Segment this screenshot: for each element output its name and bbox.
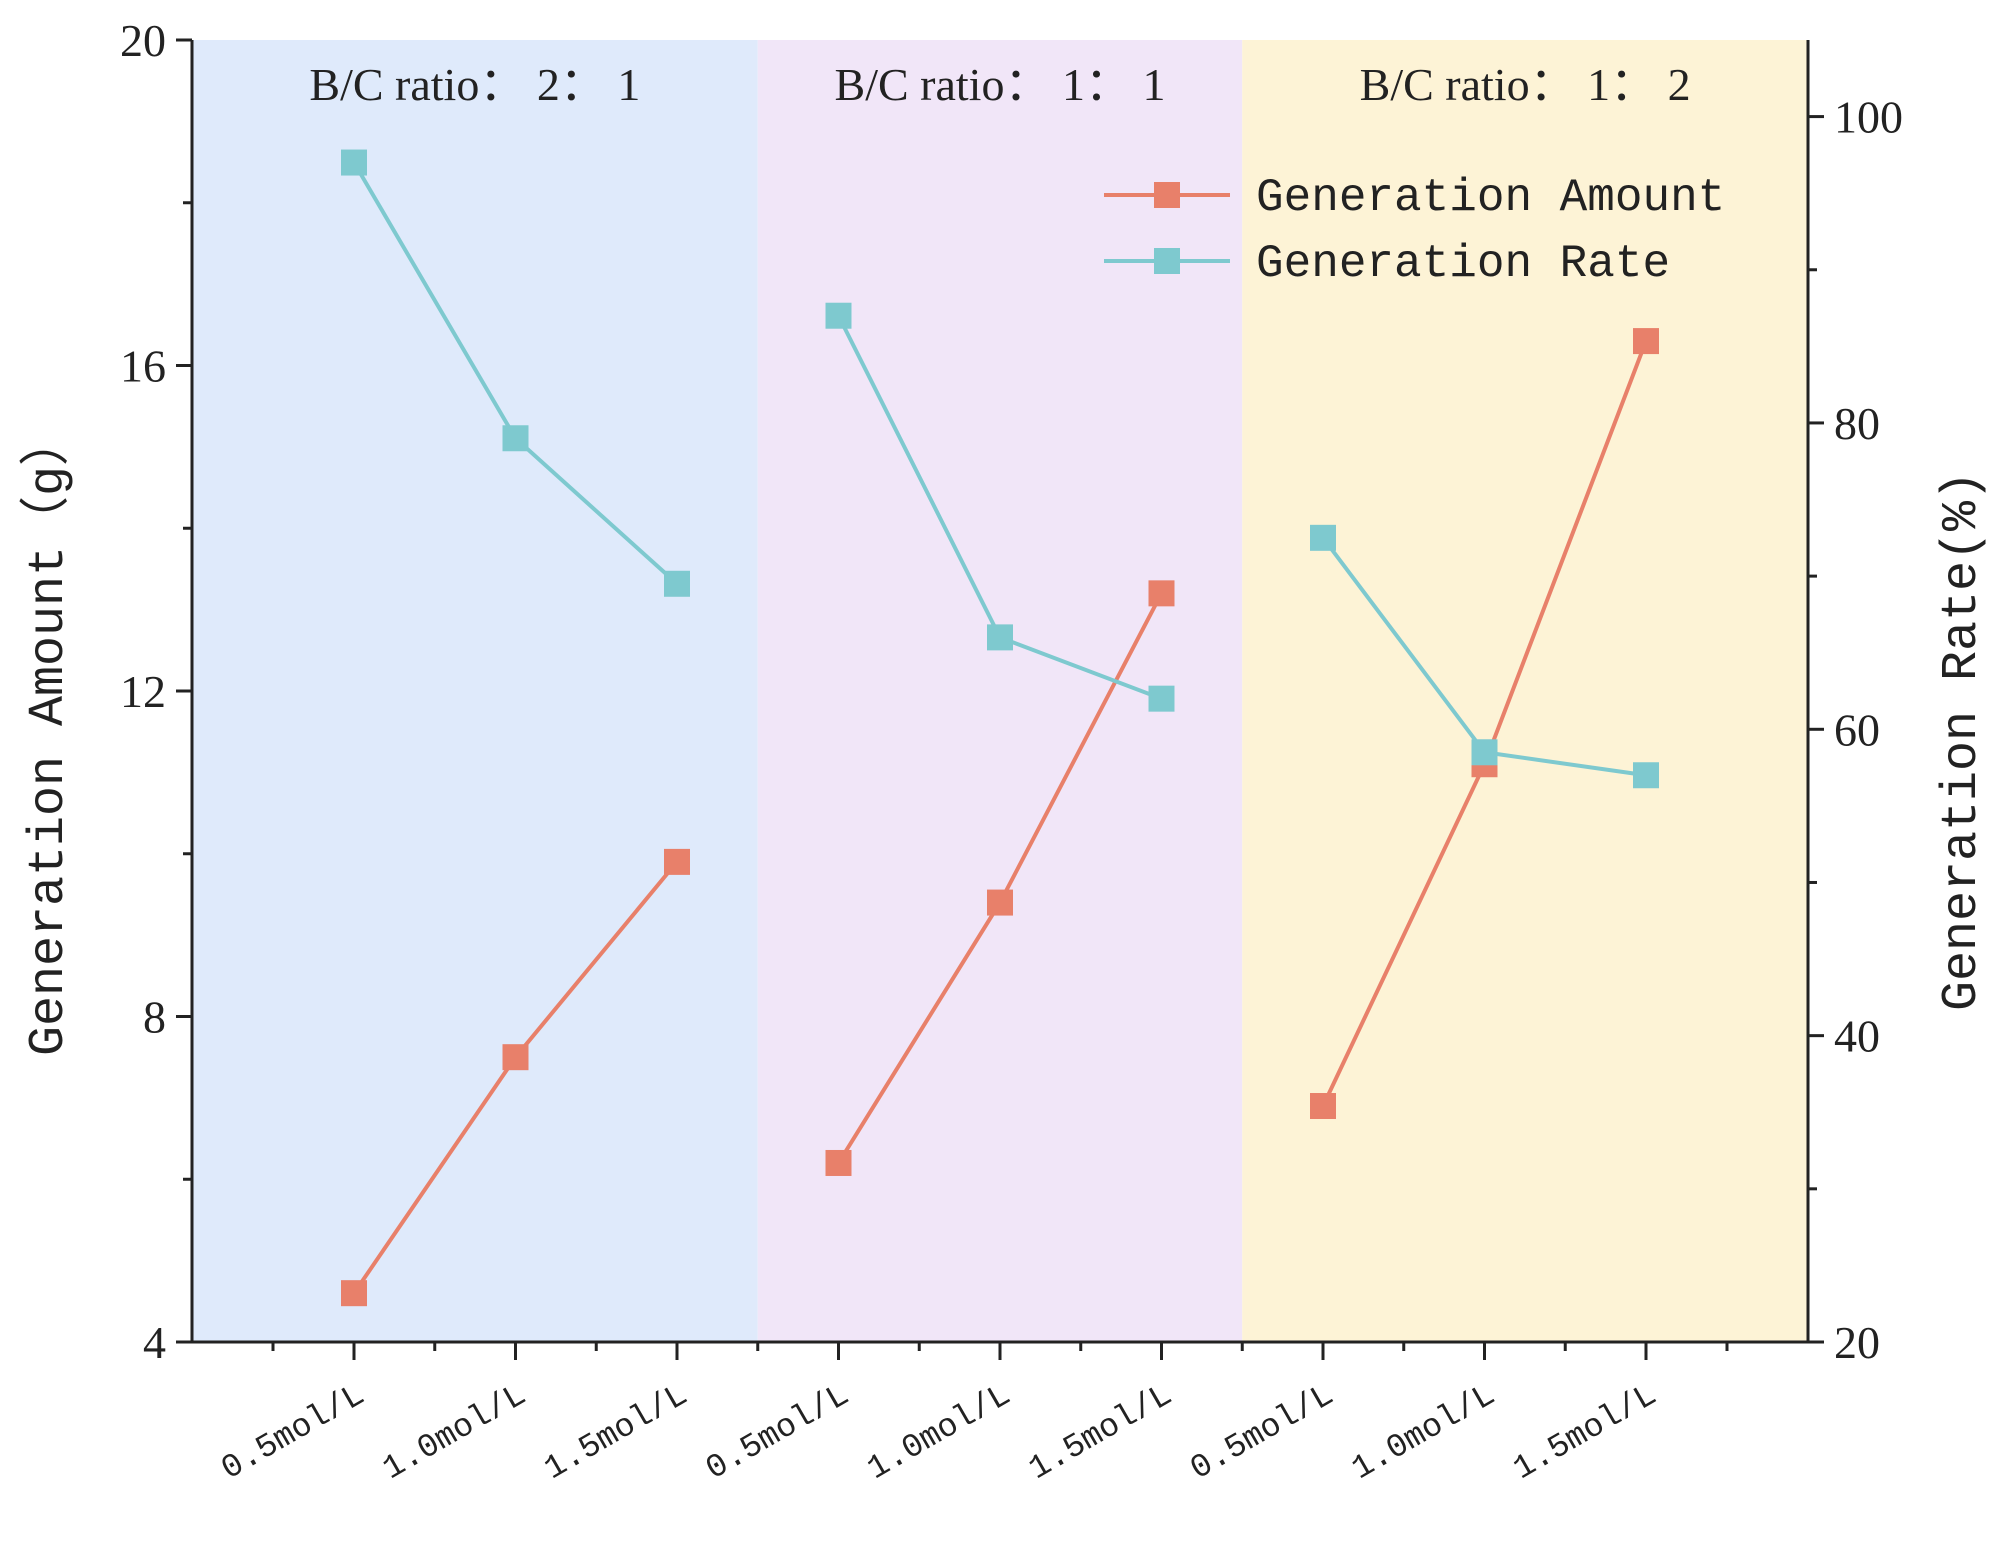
group-backgrounds <box>192 40 1808 1342</box>
x-tick-label-9: 1.5mol/L <box>1507 1377 1663 1488</box>
legend-label-generation-amount: Generation Amount <box>1256 172 1725 224</box>
generation-amount-point-6 <box>1148 580 1175 607</box>
series <box>341 149 1659 1307</box>
left-tick-label-4: 16 <box>120 341 166 392</box>
x-tick-label-5: 1.0mol/L <box>861 1377 1017 1488</box>
x-tick-label-2: 1.0mol/L <box>377 1377 533 1488</box>
x-tick-label-8: 1.0mol/L <box>1346 1377 1502 1488</box>
right-tick-label-1: 20 <box>1834 1317 1880 1368</box>
group-label-2: B/C ratio： 1： 1 <box>835 59 1166 110</box>
group-label-1: B/C ratio： 2： 1 <box>309 59 640 110</box>
left-tick-label-3: 12 <box>120 666 166 717</box>
right-tick-label-5: 100 <box>1834 92 1903 143</box>
generation-rate-point-1 <box>341 149 367 176</box>
x-tick-label-4: 0.5mol/L <box>700 1377 856 1488</box>
generation-rate-point-5 <box>987 624 1013 651</box>
right-tick-label-4: 80 <box>1834 398 1880 449</box>
left-tick-label-5: 20 <box>120 15 166 66</box>
generation-rate-point-3 <box>664 570 690 597</box>
right-tick-label-2: 40 <box>1834 1011 1880 1062</box>
generation-amount-point-2 <box>502 1044 529 1071</box>
generation-rate-point-6 <box>1148 685 1175 712</box>
generation-rate-point-8 <box>1471 739 1498 766</box>
left-tick-label-2: 8 <box>143 992 166 1043</box>
generation-rate-point-2 <box>502 425 529 452</box>
x-tick-label-1: 0.5mol/L <box>215 1377 371 1488</box>
x-tick-label-3: 1.5mol/L <box>538 1377 694 1488</box>
x-tick-label-6: 1.5mol/L <box>1023 1377 1179 1488</box>
x-ticks: 0.5mol/L 1.0mol/L 1.5mol/L 0.5mol/L 1.0mol/L… <box>215 1342 1729 1488</box>
generation-amount-point-7 <box>1310 1093 1336 1120</box>
right-y-ticks: 20 40 60 80 100 <box>1808 92 1903 1368</box>
group-labels: B/C ratio： 2： 1 B/C ratio： 1： 1 B/C ratio：… <box>309 59 1690 110</box>
group-band-1 <box>192 40 758 1342</box>
x-tick-label-7: 0.5mol/L <box>1184 1377 1340 1488</box>
group-label-3: B/C ratio： 1： 2 <box>1360 59 1691 110</box>
y-axis-left-label: Generation Amount（g） <box>19 416 78 1056</box>
legend-marker-generation-rate <box>1154 248 1180 274</box>
generation-amount-point-5 <box>987 889 1013 916</box>
generation-amount-point-3 <box>664 848 690 875</box>
right-tick-label-3: 60 <box>1834 704 1880 755</box>
generation-rate-point-4 <box>825 302 852 329</box>
generation-amount-point-1 <box>341 1280 367 1307</box>
generation-rate-point-9 <box>1633 762 1659 789</box>
left-y-ticks: 4 8 12 16 20 <box>120 15 192 1368</box>
left-tick-label-1: 4 <box>143 1317 166 1368</box>
legend: Generation Amount Generation Rate <box>1104 172 1725 290</box>
y-axis-right-label: Generation Rate(%) <box>1934 471 1991 1011</box>
generation-amount-point-4 <box>825 1149 852 1176</box>
group-band-3 <box>1242 40 1808 1342</box>
generation-amount-point-9 <box>1633 328 1659 355</box>
generation-rate-point-7 <box>1310 524 1336 551</box>
legend-marker-generation-amount <box>1154 182 1180 208</box>
legend-label-generation-rate: Generation Rate <box>1256 238 1670 290</box>
